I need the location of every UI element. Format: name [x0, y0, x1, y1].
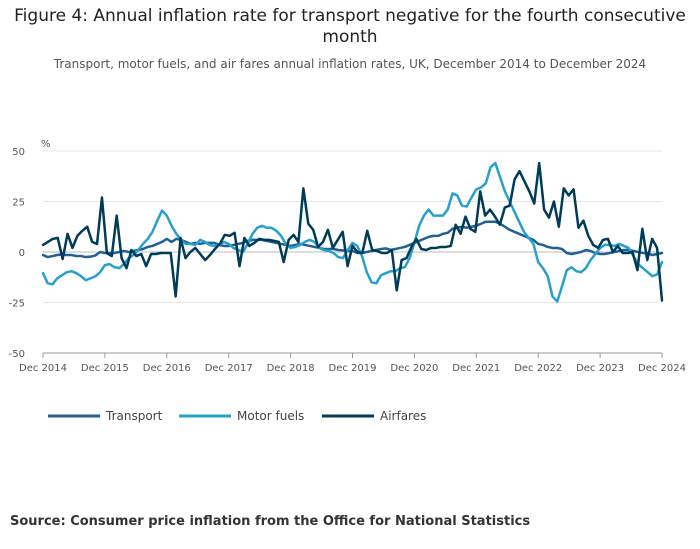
x-tick-label: Dec 2021 [452, 363, 500, 374]
x-tick-label: Dec 2015 [81, 363, 129, 374]
x-tick-label: Dec 2018 [267, 363, 315, 374]
x-tick-label: Dec 2017 [205, 363, 253, 374]
x-tick-label: Dec 2024 [638, 363, 686, 374]
legend-label-airfares: Airfares [380, 409, 426, 423]
x-tick-label: Dec 2023 [576, 363, 624, 374]
y-tick-label: -50 [9, 349, 25, 360]
source-note: Source: Consumer price inflation from th… [10, 514, 531, 529]
chart-subtitle: Transport, motor fuels, and air fares an… [53, 57, 647, 71]
series-line-motor-fuels [41, 161, 664, 303]
series-line-airfares [41, 161, 664, 302]
x-tick-label: Dec 2019 [329, 363, 377, 374]
legend-label-motor-fuels: Motor fuels [237, 409, 304, 423]
x-tick-label: Dec 2022 [514, 363, 562, 374]
x-tick-label: Dec 2014 [19, 363, 67, 374]
chart-title: Figure 4: Annual inflation rate for tran… [14, 6, 686, 47]
y-tick-label: 25 [12, 198, 25, 209]
y-tick-label: 50 [12, 147, 25, 158]
y-tick-label: 0 [19, 248, 25, 259]
y-tick-label: -25 [9, 299, 25, 310]
x-tick-label: Dec 2020 [390, 363, 438, 374]
x-tick-label: Dec 2016 [143, 363, 191, 374]
y-axis-label: % [41, 139, 51, 150]
legend-label-transport: Transport [105, 409, 163, 423]
